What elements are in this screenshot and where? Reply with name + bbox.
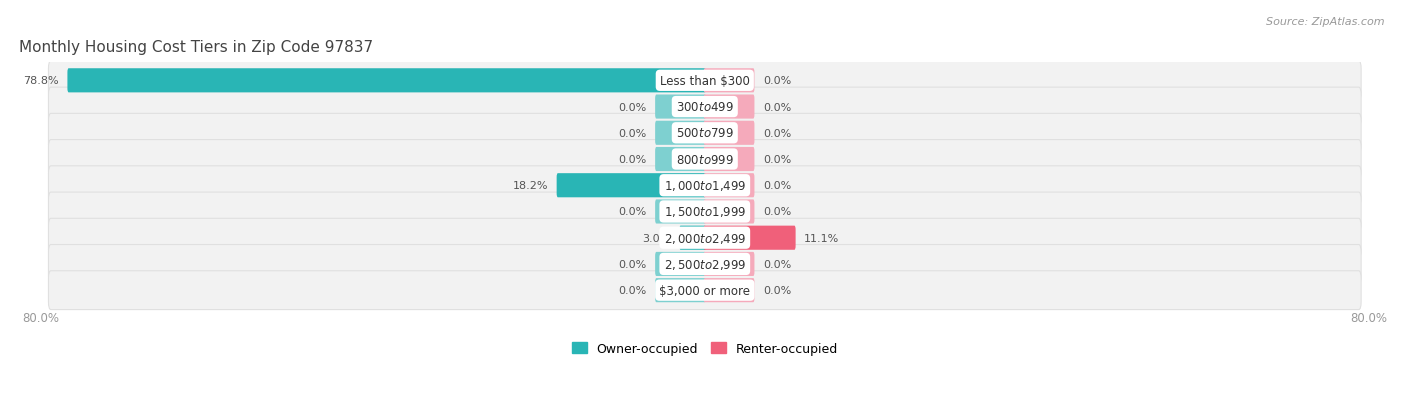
Text: 0.0%: 0.0% — [763, 181, 792, 191]
FancyBboxPatch shape — [703, 174, 755, 198]
Text: 11.1%: 11.1% — [804, 233, 839, 243]
Text: $300 to $499: $300 to $499 — [676, 101, 734, 114]
Text: Less than $300: Less than $300 — [659, 75, 749, 88]
Legend: Owner-occupied, Renter-occupied: Owner-occupied, Renter-occupied — [567, 337, 844, 360]
FancyBboxPatch shape — [655, 95, 706, 119]
FancyBboxPatch shape — [655, 200, 706, 224]
Text: Monthly Housing Cost Tiers in Zip Code 97837: Monthly Housing Cost Tiers in Zip Code 9… — [18, 40, 373, 55]
FancyBboxPatch shape — [703, 252, 755, 276]
Text: $1,500 to $1,999: $1,500 to $1,999 — [664, 205, 747, 219]
FancyBboxPatch shape — [48, 62, 1361, 100]
FancyBboxPatch shape — [48, 245, 1361, 284]
Text: 0.0%: 0.0% — [619, 102, 647, 112]
Text: 18.2%: 18.2% — [513, 181, 548, 191]
Text: 0.0%: 0.0% — [619, 259, 647, 269]
FancyBboxPatch shape — [48, 219, 1361, 257]
Text: $3,000 or more: $3,000 or more — [659, 284, 751, 297]
Text: 0.0%: 0.0% — [763, 285, 792, 295]
FancyBboxPatch shape — [703, 226, 796, 250]
Text: 0.0%: 0.0% — [763, 154, 792, 165]
Text: 0.0%: 0.0% — [619, 285, 647, 295]
FancyBboxPatch shape — [703, 69, 755, 93]
FancyBboxPatch shape — [703, 95, 755, 119]
FancyBboxPatch shape — [48, 166, 1361, 205]
FancyBboxPatch shape — [67, 69, 706, 93]
Text: 3.0%: 3.0% — [643, 233, 671, 243]
Text: 0.0%: 0.0% — [619, 128, 647, 138]
Text: 78.8%: 78.8% — [24, 76, 59, 86]
FancyBboxPatch shape — [655, 252, 706, 276]
Text: $2,500 to $2,999: $2,500 to $2,999 — [664, 257, 747, 271]
Text: 0.0%: 0.0% — [763, 128, 792, 138]
FancyBboxPatch shape — [48, 271, 1361, 310]
Text: 0.0%: 0.0% — [619, 154, 647, 165]
FancyBboxPatch shape — [48, 88, 1361, 127]
FancyBboxPatch shape — [48, 192, 1361, 231]
Text: Source: ZipAtlas.com: Source: ZipAtlas.com — [1267, 17, 1385, 26]
Text: 0.0%: 0.0% — [619, 207, 647, 217]
Text: $800 to $999: $800 to $999 — [676, 153, 734, 166]
Text: $500 to $799: $500 to $799 — [676, 127, 734, 140]
FancyBboxPatch shape — [48, 114, 1361, 153]
Text: 0.0%: 0.0% — [763, 76, 792, 86]
Text: 80.0%: 80.0% — [1350, 311, 1386, 325]
FancyBboxPatch shape — [703, 121, 755, 145]
FancyBboxPatch shape — [557, 174, 706, 198]
Text: 0.0%: 0.0% — [763, 207, 792, 217]
FancyBboxPatch shape — [655, 121, 706, 145]
Text: 0.0%: 0.0% — [763, 259, 792, 269]
Text: $2,000 to $2,499: $2,000 to $2,499 — [664, 231, 747, 245]
FancyBboxPatch shape — [703, 147, 755, 172]
Text: 0.0%: 0.0% — [763, 102, 792, 112]
FancyBboxPatch shape — [48, 140, 1361, 179]
Text: 80.0%: 80.0% — [22, 311, 59, 325]
FancyBboxPatch shape — [679, 226, 706, 250]
FancyBboxPatch shape — [703, 278, 755, 302]
Text: $1,000 to $1,499: $1,000 to $1,499 — [664, 179, 747, 193]
FancyBboxPatch shape — [655, 278, 706, 302]
FancyBboxPatch shape — [703, 200, 755, 224]
FancyBboxPatch shape — [655, 147, 706, 172]
